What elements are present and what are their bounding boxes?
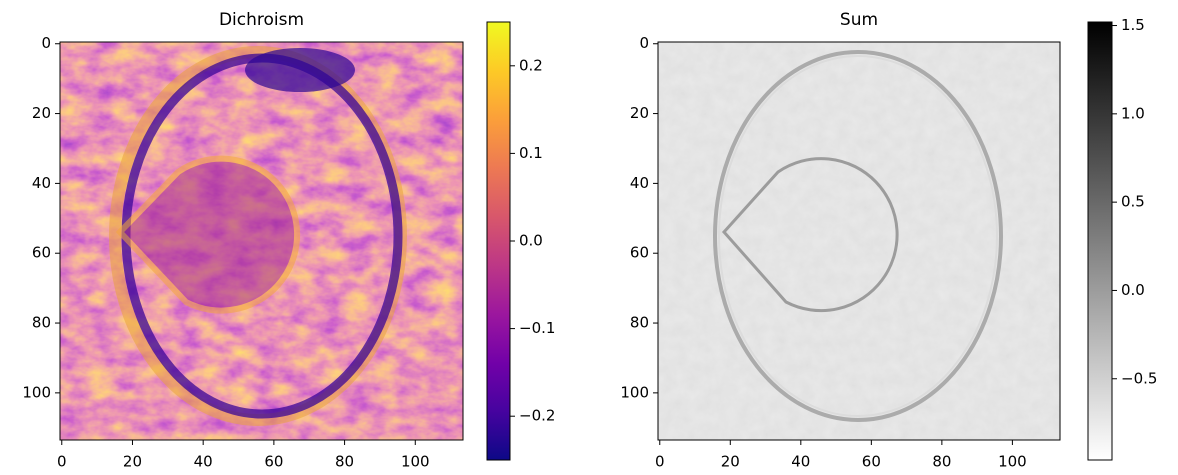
x-tick-label: 80 (932, 453, 951, 471)
y-tick-label: 40 (630, 174, 649, 192)
x-tick-label: 20 (123, 453, 142, 471)
colorbar (1087, 21, 1113, 461)
y-tick-label: 20 (630, 104, 649, 122)
colorbar-tick-label: 0.2 (519, 56, 543, 74)
axes-frame (657, 41, 1061, 441)
colorbar-tick-label: 0.5 (1121, 193, 1145, 211)
y-tick-label: 60 (32, 244, 51, 262)
colorbar-tick-label: 0.1 (519, 144, 543, 162)
chart-title: Sum (840, 10, 878, 30)
y-tick-label: 40 (32, 174, 51, 192)
dichroism-image (60, 42, 463, 440)
chart-title: Dichroism (219, 10, 304, 30)
x-tick-label: 100 (998, 453, 1027, 471)
x-tick-label: 60 (862, 453, 881, 471)
x-tick-label: 60 (264, 453, 283, 471)
x-tick-label: 100 (401, 453, 430, 471)
colorbar-tick-label: 0.0 (519, 232, 543, 250)
y-tick-label: 0 (639, 34, 649, 52)
colorbar (486, 21, 511, 461)
colorbar-tick-label: −0.1 (519, 319, 555, 337)
y-tick-label: 80 (32, 314, 51, 332)
x-tick-label: 40 (194, 453, 213, 471)
axes-frame (59, 41, 464, 441)
x-tick-label: 80 (335, 453, 354, 471)
colorbar-tick-label: 1.5 (1121, 16, 1145, 34)
x-tick-label: 0 (655, 453, 665, 471)
colorbar-tick-label: 1.0 (1121, 104, 1145, 122)
y-tick-label: 0 (41, 34, 51, 52)
y-tick-label: 80 (630, 314, 649, 332)
colorbar-tick-label: −0.2 (519, 407, 555, 425)
x-tick-label: 20 (721, 453, 740, 471)
y-tick-label: 100 (22, 383, 51, 401)
colorbar-tick-label: 0.0 (1121, 281, 1145, 299)
x-tick-label: 40 (791, 453, 810, 471)
x-tick-label: 0 (57, 453, 67, 471)
y-tick-label: 20 (32, 104, 51, 122)
sum-image (658, 42, 1060, 440)
colorbar-tick-label: −0.5 (1121, 369, 1157, 387)
y-tick-label: 100 (620, 383, 649, 401)
y-tick-label: 60 (630, 244, 649, 262)
